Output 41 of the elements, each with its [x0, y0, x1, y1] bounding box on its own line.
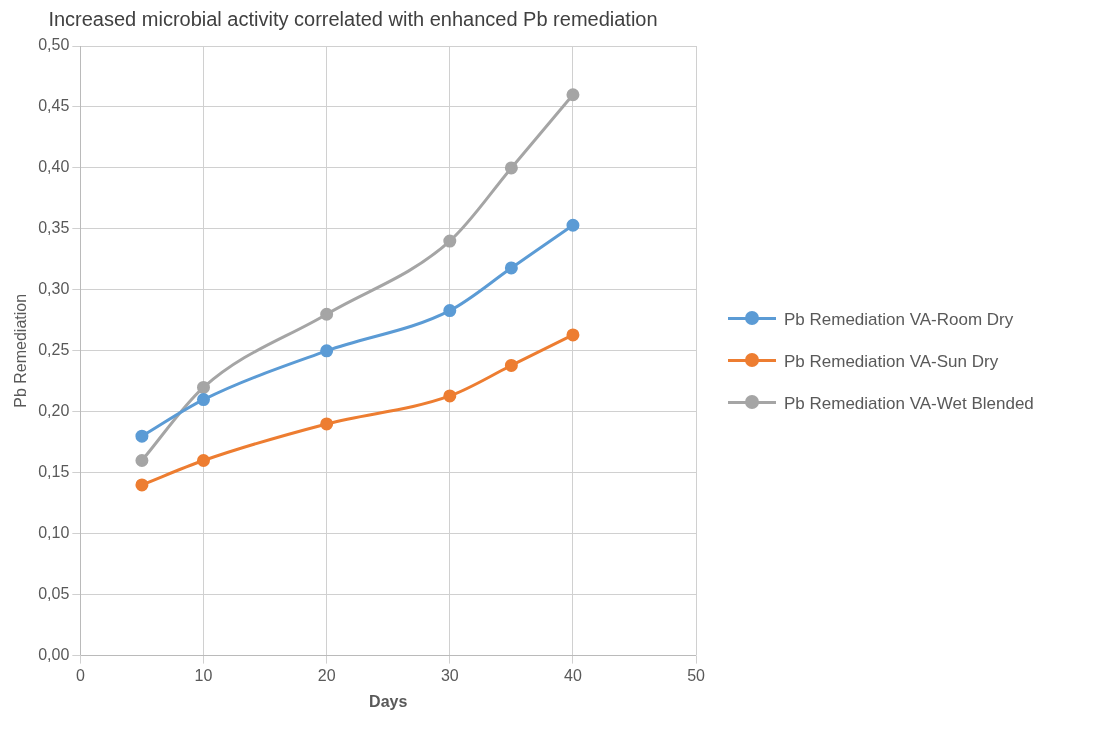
- y-tick-label: 0,00: [38, 646, 70, 664]
- point: [566, 218, 580, 232]
- point: [504, 161, 518, 175]
- y-tick-label: 0,40: [38, 158, 70, 176]
- x-tick-label: 30: [440, 666, 459, 684]
- y-tick-label: 0,25: [38, 341, 70, 359]
- chart-title: Increased microbial activity correlated with enhanced Pb remediation: [48, 7, 658, 30]
- point: [443, 389, 457, 403]
- point: [566, 328, 580, 342]
- y-tick-label: 0,05: [38, 585, 70, 603]
- point: [196, 454, 210, 468]
- point: [135, 429, 149, 443]
- point: [196, 380, 210, 394]
- legend-label: Pb Remediation VA-Wet Blended: [784, 393, 1034, 415]
- point: [196, 393, 210, 407]
- point: [320, 344, 334, 358]
- point: [135, 478, 149, 492]
- point: [566, 88, 580, 102]
- point: [443, 234, 457, 248]
- x-axis-title: Days: [369, 692, 408, 710]
- y-tick-label: 0,10: [38, 524, 70, 542]
- y-tick-label: 0,35: [38, 219, 70, 237]
- y-tick-label: 0,45: [38, 97, 70, 115]
- x-tick-label: 40: [564, 666, 582, 684]
- y-tick-label: 0,20: [38, 402, 70, 420]
- point: [135, 454, 149, 468]
- y-tick-label: 0,15: [38, 463, 70, 481]
- point: [504, 358, 518, 372]
- point: [443, 304, 457, 318]
- x-tick-label: 0: [75, 666, 85, 684]
- x-tick-label: 10: [194, 666, 213, 684]
- legend-label: Pb Remediation VA-Sun Dry: [784, 351, 999, 373]
- x-tick-label: 50: [687, 666, 706, 684]
- point: [320, 417, 334, 431]
- y-tick-label: 0,30: [38, 280, 70, 298]
- y-tick-label: 0,50: [38, 36, 70, 54]
- legend-label: Pb Remediation VA-Room Dry: [784, 309, 1014, 331]
- y-axis-title: Pb Remediation: [12, 293, 30, 408]
- point: [320, 307, 334, 321]
- x-tick-label: 20: [317, 666, 336, 684]
- point: [504, 261, 518, 275]
